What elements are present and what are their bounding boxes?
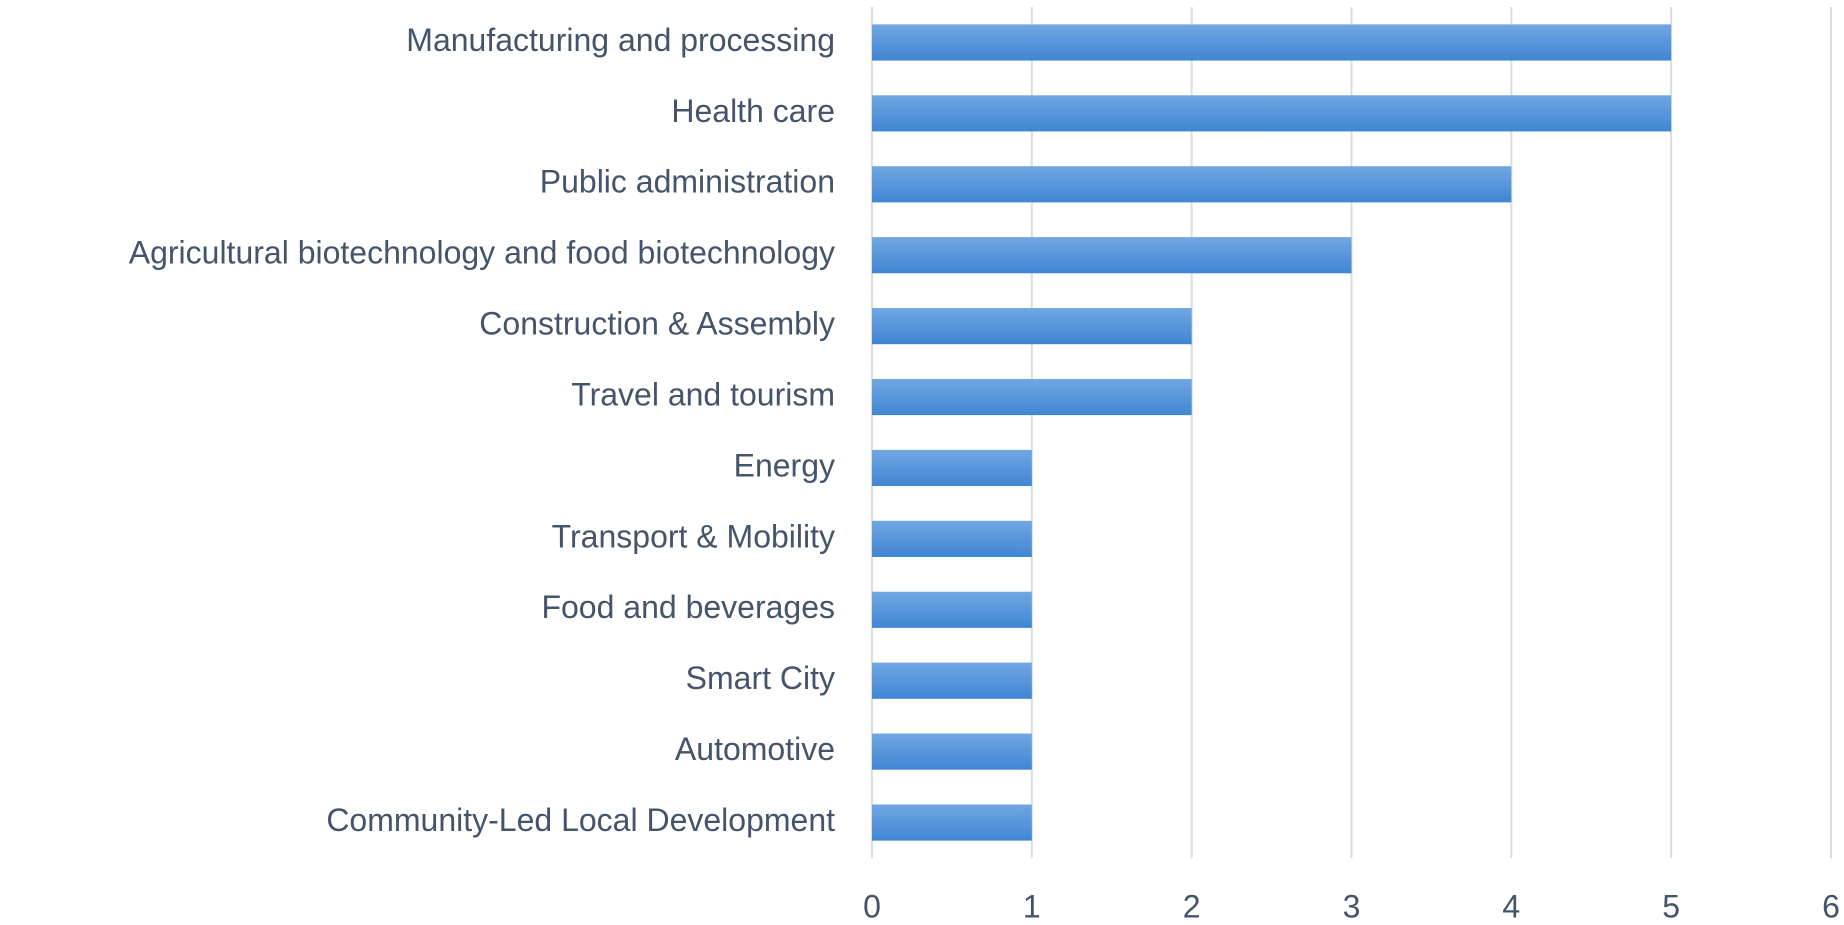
x-tick-label: 0 [863, 888, 881, 924]
y-tick-label: Agricultural biotechnology and food biot… [129, 235, 835, 271]
y-tick-label: Energy [734, 447, 835, 483]
x-tick-label: 6 [1822, 888, 1840, 924]
y-tick-label: Health care [671, 93, 835, 129]
y-tick-label: Manufacturing and processing [406, 22, 835, 58]
bar [872, 591, 1032, 628]
y-tick-label: Construction & Assembly [479, 306, 835, 342]
y-tick-label: Smart City [686, 660, 835, 696]
y-tick-label: Public administration [540, 164, 835, 200]
bar [872, 662, 1032, 699]
y-tick-label: Travel and tourism [571, 376, 835, 412]
bar [872, 237, 1352, 274]
bar [872, 804, 1032, 841]
y-tick-label: Food and beverages [541, 589, 835, 625]
bar [872, 449, 1032, 487]
x-tick-label: 3 [1343, 888, 1361, 924]
bar [872, 378, 1192, 416]
bar [872, 95, 1672, 132]
x-tick-label: 2 [1183, 888, 1201, 924]
bar [872, 24, 1672, 61]
bar [872, 733, 1032, 770]
x-tick-label: 1 [1023, 888, 1041, 924]
bar [872, 520, 1032, 557]
y-tick-label: Transport & Mobility [552, 518, 835, 554]
x-tick-label: 5 [1662, 888, 1680, 924]
x-tick-label: 4 [1502, 888, 1520, 924]
bar [872, 308, 1192, 345]
bar [872, 166, 1512, 203]
y-tick-label: Automotive [675, 731, 835, 767]
y-tick-label: Community-Led Local Development [326, 802, 835, 838]
